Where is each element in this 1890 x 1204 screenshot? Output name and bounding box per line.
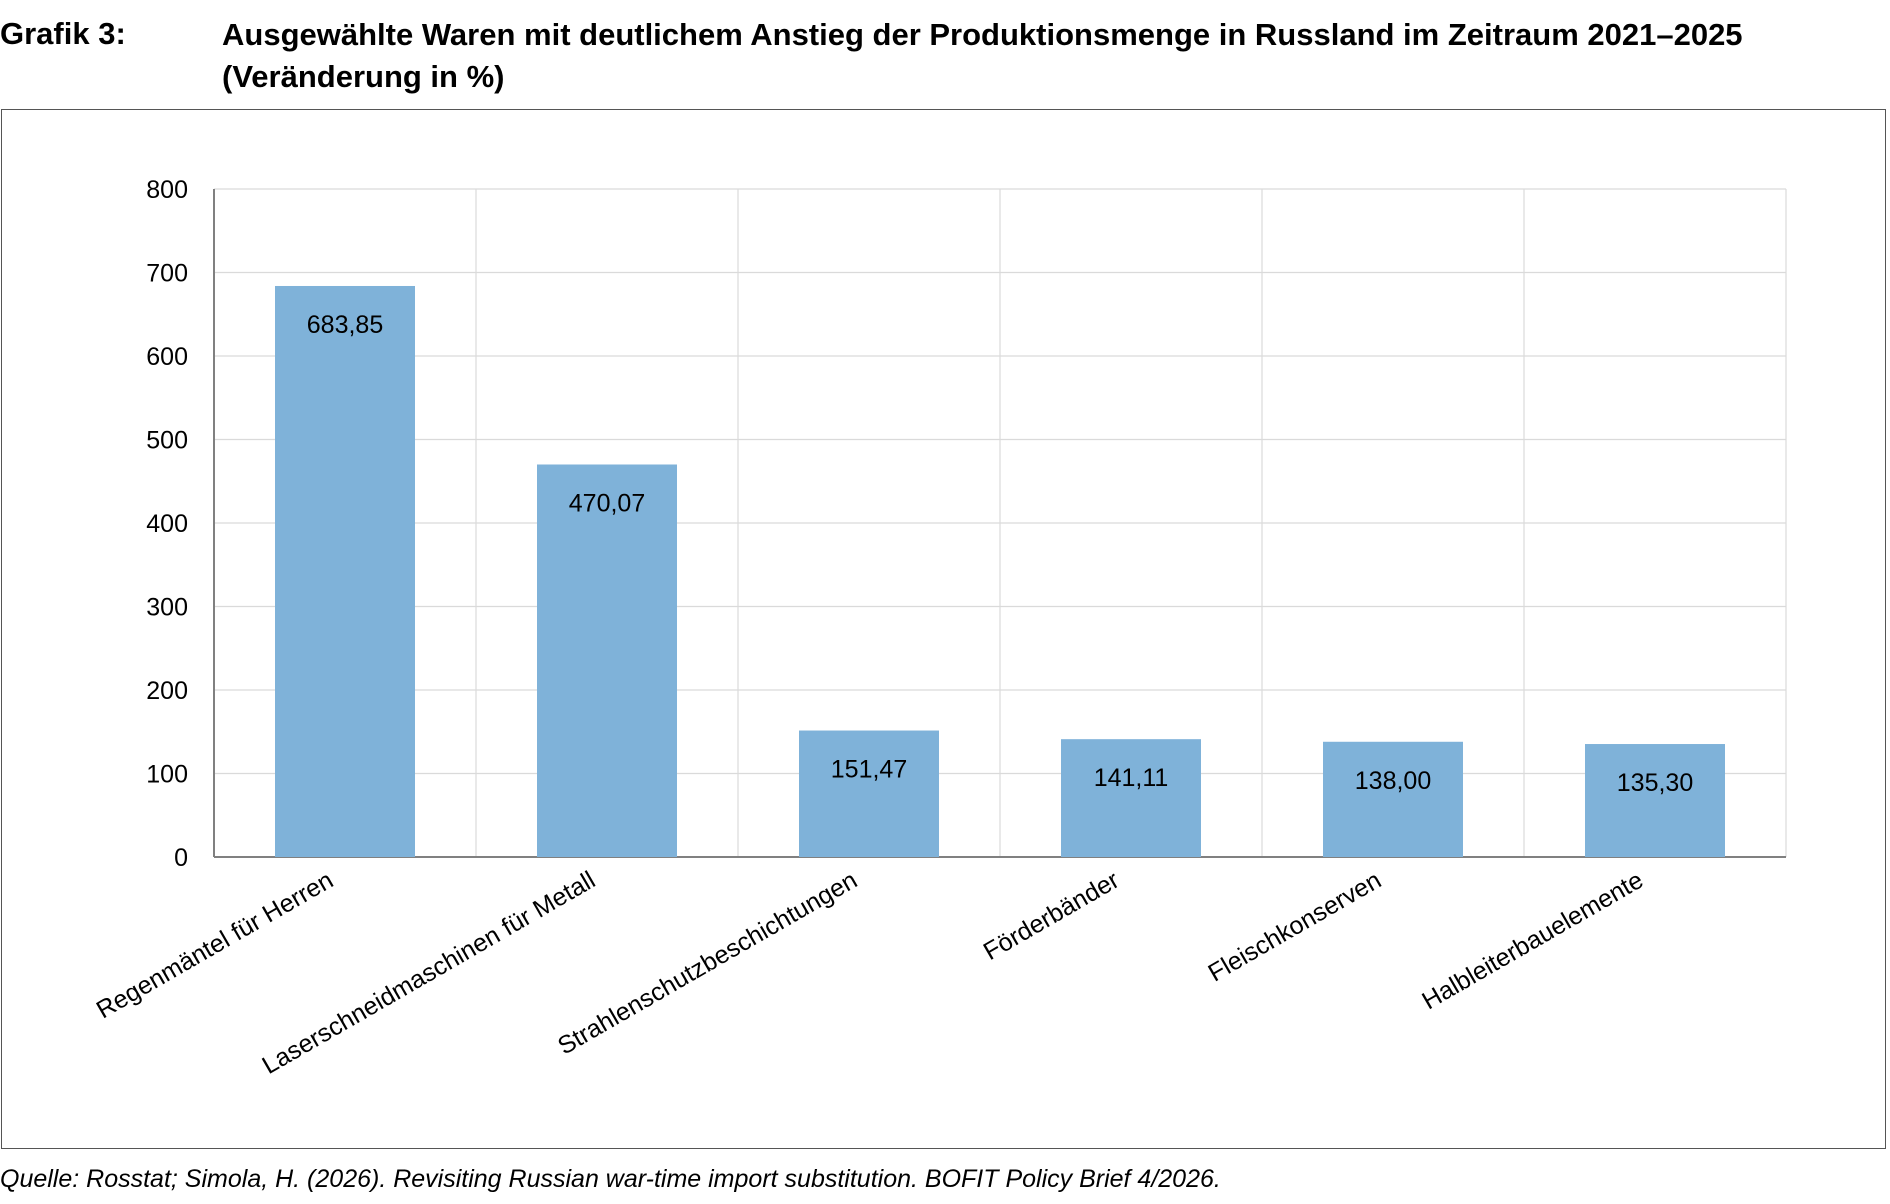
y-tick-label: 700 [146, 260, 188, 288]
x-tick-label: Regenmäntel für Herren [92, 866, 338, 1024]
source-note: Quelle: Rosstat; Simola, H. (2026). Revi… [0, 1165, 1221, 1193]
y-tick-label: 0 [174, 844, 188, 872]
bar [1323, 741, 1463, 857]
y-tick-label: 500 [146, 427, 188, 455]
y-tick-label: 400 [146, 510, 188, 538]
data-label: 135,30 [1617, 769, 1693, 797]
x-tick-label: Fleischkonserven [1204, 866, 1386, 988]
x-tick-label: Förderbänder [979, 866, 1124, 966]
grid-lines [214, 188, 1787, 857]
data-label: 683,85 [307, 311, 383, 339]
bar [275, 285, 415, 858]
x-tick-label: Halbleiterbauelemente [1417, 866, 1648, 1015]
bar [1585, 744, 1725, 857]
bar [1061, 739, 1201, 857]
data-label: 138,00 [1355, 767, 1431, 795]
data-label: 151,47 [831, 756, 907, 784]
x-tick-labels: Regenmäntel für HerrenLaserschneidmaschi… [92, 866, 1648, 1080]
x-tick-label: Strahlenschutzbeschichtungen [553, 866, 862, 1061]
data-labels: 683,85 470,07 151,47 141,11 138,00 135,30 [307, 311, 1693, 797]
y-tick-label: 100 [146, 761, 188, 789]
chart-frame [1, 109, 1886, 1149]
bar [537, 464, 677, 857]
y-tick-label: 600 [146, 343, 188, 371]
axes [213, 189, 1786, 858]
y-tick-labels: 0 100 200 300 400 500 600 700 800 [146, 176, 188, 872]
figure-title: Ausgewählte Waren mit deutlichem Anstieg… [222, 17, 1743, 94]
y-tick-label: 300 [146, 594, 188, 622]
y-tick-label: 200 [146, 677, 188, 705]
y-tick-label: 800 [146, 176, 188, 204]
data-label: 470,07 [569, 489, 645, 517]
data-label: 141,11 [1094, 764, 1169, 792]
bar [799, 730, 939, 857]
bars [275, 285, 1725, 858]
figure-label: Grafik 3: [0, 16, 126, 51]
